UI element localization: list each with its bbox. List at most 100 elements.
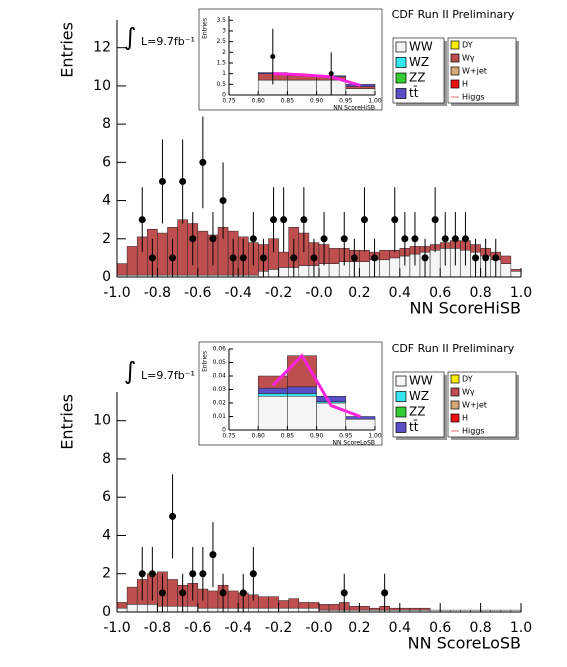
histogram-segment xyxy=(268,596,279,609)
data-point xyxy=(360,216,368,224)
data-point xyxy=(270,216,278,224)
legend-label: tt̄ xyxy=(409,86,419,100)
data-point xyxy=(259,254,267,262)
histogram-segment xyxy=(409,607,421,611)
histogram-segment xyxy=(187,606,199,613)
data-point xyxy=(169,512,177,520)
histogram-segment xyxy=(126,246,138,276)
legend-swatch xyxy=(450,413,460,423)
data-point xyxy=(381,589,389,597)
data-point xyxy=(461,235,469,243)
y-tick-label: 1.5 xyxy=(216,59,226,66)
histogram-segment xyxy=(318,604,330,611)
x-tick-label: -1.0 xyxy=(103,285,130,301)
data-point xyxy=(280,216,288,224)
data-point xyxy=(219,197,227,205)
histogram-segment xyxy=(316,396,347,402)
y-tick-label: 10 xyxy=(93,78,111,94)
data-point xyxy=(391,216,399,224)
histogram-segment xyxy=(359,606,370,611)
data-point xyxy=(411,235,419,243)
y-axis-label: Entries xyxy=(202,351,209,372)
y-tick-label: 6 xyxy=(102,489,111,505)
legend-swatch xyxy=(450,387,460,397)
data-point xyxy=(189,570,197,578)
data-point xyxy=(270,54,276,60)
histogram-segment xyxy=(510,269,522,272)
legend-swatch xyxy=(395,72,407,84)
histogram-segment xyxy=(316,402,347,431)
data-point xyxy=(340,235,348,243)
data-point xyxy=(451,235,459,243)
data-point xyxy=(169,254,177,262)
histogram-segment xyxy=(298,602,310,609)
x-tick-label: 0.80 xyxy=(252,433,266,440)
y-axis-label: Entries xyxy=(58,22,77,78)
y-tick-label: 12 xyxy=(93,40,111,56)
data-point xyxy=(209,235,217,243)
y-tick-label: 4 xyxy=(102,527,111,543)
y-tick-label: 0.06 xyxy=(213,346,227,353)
legend-swatch xyxy=(450,66,460,76)
y-tick-label: 0 xyxy=(102,604,111,620)
x-tick-label: 0.4 xyxy=(389,285,411,301)
data-point xyxy=(219,589,227,597)
legend-swatch xyxy=(450,400,460,410)
x-tick-label: 1.00 xyxy=(368,433,382,440)
x-axis-label: NN ScoreLoSB xyxy=(408,634,521,653)
legend-swatch xyxy=(395,88,407,99)
histogram-segment xyxy=(167,606,178,613)
data-point xyxy=(199,570,207,578)
x-tick-label: 0.85 xyxy=(281,433,295,440)
x-tick-label: 0.90 xyxy=(310,433,324,440)
x-tick-label: 0.8 xyxy=(469,620,491,636)
higgs-line xyxy=(272,72,361,87)
histogram-segment xyxy=(227,607,239,613)
data-point xyxy=(371,254,379,262)
x-tick-label: 0.8 xyxy=(469,285,491,301)
y-tick-label: 0.5 xyxy=(216,81,226,88)
x-tick-label: -0.2 xyxy=(265,620,292,636)
x-tick-label: 0.95 xyxy=(339,98,353,105)
y-tick-label: 3.5 xyxy=(216,17,226,24)
x-tick-label: -1.0 xyxy=(103,620,130,636)
histogram-segment xyxy=(345,86,376,89)
histogram-segment xyxy=(278,251,289,268)
legend-swatch xyxy=(395,41,407,53)
x-tick-label: -0.8 xyxy=(144,285,171,301)
data-point xyxy=(300,216,308,224)
data-point xyxy=(158,589,166,597)
histogram-segment xyxy=(298,265,310,278)
x-tick-label: 1.0 xyxy=(510,285,532,301)
y-tick-label: 2 xyxy=(102,231,111,247)
histogram-segment xyxy=(177,219,188,276)
histogram-segment xyxy=(116,263,128,276)
legend-label: H xyxy=(462,414,468,423)
legend-label: DY xyxy=(462,375,473,384)
histogram-segment xyxy=(126,604,138,613)
x-tick-label: -0.4 xyxy=(225,620,252,636)
luminosity: L=9.7fb⁻¹ xyxy=(141,369,195,382)
x-tick-label: -0.0 xyxy=(305,620,332,636)
y-tick-label: 0.02 xyxy=(213,400,227,407)
y-tick-label: 2 xyxy=(222,49,226,56)
data-point xyxy=(179,589,187,597)
data-point xyxy=(249,235,257,243)
histogram-segment xyxy=(429,249,441,278)
histogram-segment xyxy=(287,79,317,96)
annotation: CDF Run II Preliminary xyxy=(392,342,515,355)
y-tick-label: 4 xyxy=(102,193,111,209)
legend-label: Wγ xyxy=(462,388,475,397)
histogram-segment xyxy=(197,607,209,613)
data-point xyxy=(482,254,490,262)
legend-label: ZZ xyxy=(409,71,425,85)
legend-swatch xyxy=(450,53,460,63)
histogram-segment xyxy=(287,386,317,394)
histogram-segment xyxy=(500,263,512,278)
histogram-segment xyxy=(197,230,209,276)
data-point xyxy=(138,570,146,578)
x-tick-label: 0.6 xyxy=(429,620,451,636)
histogram-segment xyxy=(345,418,376,431)
histogram-segment xyxy=(278,600,289,609)
